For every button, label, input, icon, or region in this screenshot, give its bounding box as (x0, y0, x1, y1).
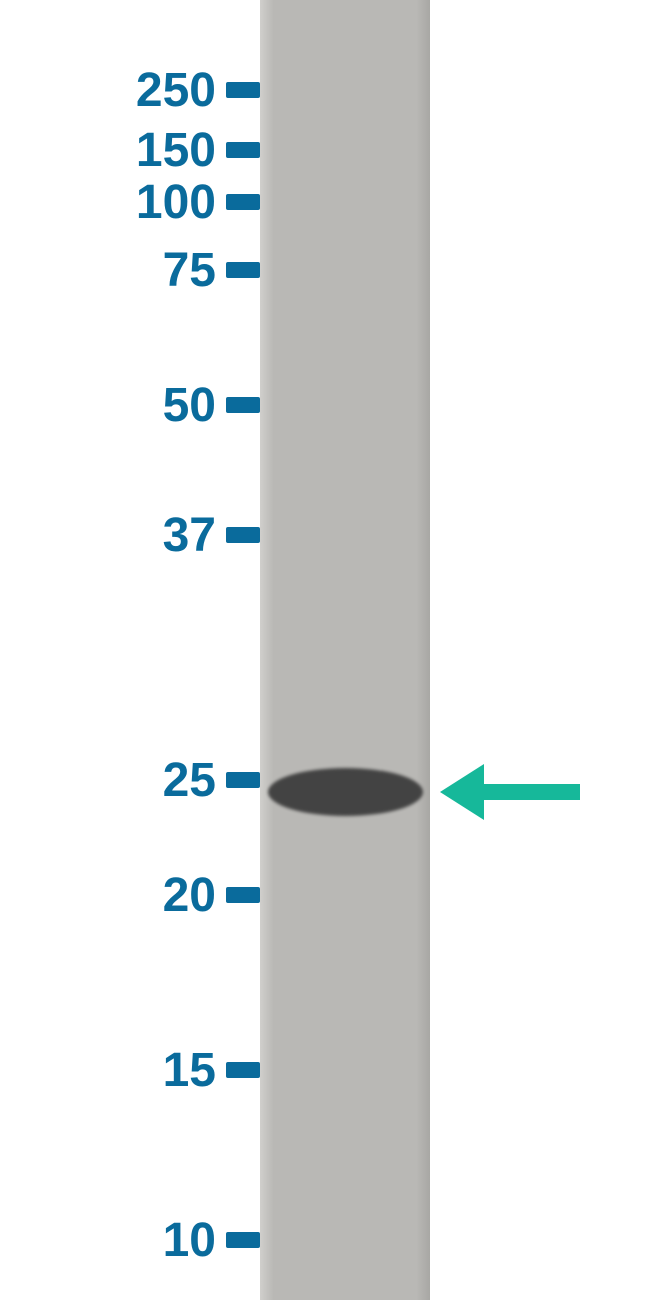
band-indicator-arrow (440, 764, 580, 820)
mw-marker-label: 25 (163, 753, 216, 808)
mw-marker-row: 250 (0, 66, 260, 114)
mw-marker-label: 150 (136, 123, 216, 178)
mw-marker-tick (226, 262, 260, 278)
mw-marker-label: 50 (163, 378, 216, 433)
mw-marker-row: 25 (0, 756, 260, 804)
mw-marker-row: 50 (0, 381, 260, 429)
mw-marker-label: 10 (163, 1213, 216, 1268)
gel-lane (260, 0, 430, 1300)
mw-marker-row: 10 (0, 1216, 260, 1264)
mw-marker-row: 20 (0, 871, 260, 919)
arrow-head-icon (440, 764, 484, 820)
mw-marker-tick (226, 82, 260, 98)
mw-marker-row: 100 (0, 178, 260, 226)
arrow-shaft (484, 784, 580, 800)
mw-marker-tick (226, 1062, 260, 1078)
mw-marker-label: 250 (136, 63, 216, 118)
mw-marker-row: 37 (0, 511, 260, 559)
mw-marker-tick (226, 887, 260, 903)
mw-marker-tick (226, 1232, 260, 1248)
mw-marker-label: 20 (163, 868, 216, 923)
mw-marker-label: 75 (163, 243, 216, 298)
mw-marker-label: 15 (163, 1043, 216, 1098)
mw-marker-label: 100 (136, 175, 216, 230)
mw-marker-row: 15 (0, 1046, 260, 1094)
western-blot-figure: 25015010075503725201510 (0, 0, 650, 1300)
mw-marker-tick (226, 194, 260, 210)
mw-marker-tick (226, 772, 260, 788)
mw-marker-tick (226, 142, 260, 158)
mw-marker-row: 75 (0, 246, 260, 294)
mw-marker-row: 150 (0, 126, 260, 174)
mw-marker-label: 37 (163, 508, 216, 563)
mw-marker-tick (226, 527, 260, 543)
mw-marker-tick (226, 397, 260, 413)
molecular-weight-ladder: 25015010075503725201510 (0, 0, 260, 1300)
protein-band (268, 768, 423, 816)
